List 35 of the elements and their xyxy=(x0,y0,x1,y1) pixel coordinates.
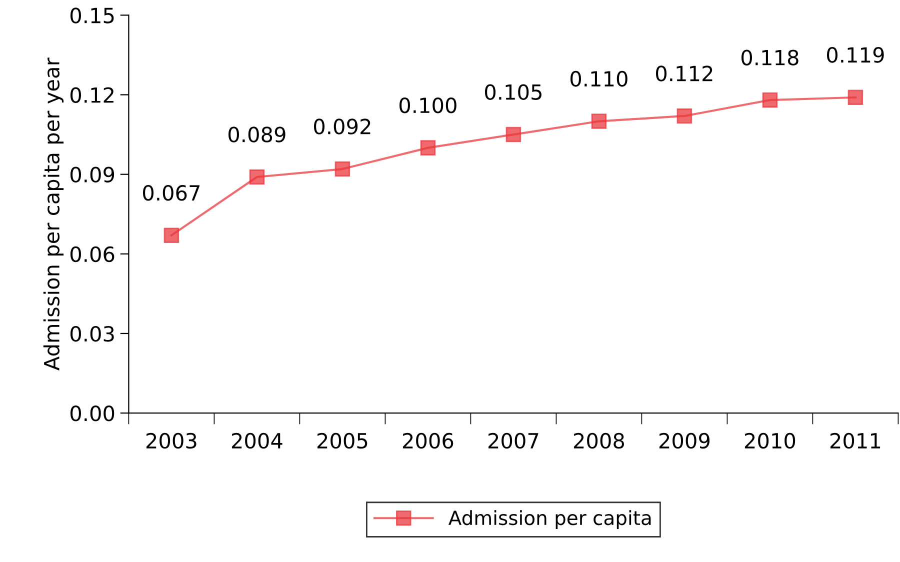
data-label: 0.105 xyxy=(485,84,542,100)
x-tick-label: 2011 xyxy=(830,432,880,449)
point xyxy=(676,108,692,124)
point xyxy=(164,228,180,243)
point xyxy=(762,92,778,108)
point xyxy=(249,169,265,185)
point xyxy=(334,161,350,177)
y-tick-label: 0.06 xyxy=(70,246,114,262)
data-label: 0.112 xyxy=(656,66,712,82)
x-tick-label: 2008 xyxy=(574,432,624,449)
data-label: 0.118 xyxy=(742,50,798,66)
x-tick-label: 2005 xyxy=(317,432,368,449)
point xyxy=(591,114,607,129)
y-tick-label: 0.03 xyxy=(70,326,114,342)
data-label: 0.110 xyxy=(570,70,628,87)
y-tick-label: 0.00 xyxy=(70,406,114,422)
point xyxy=(420,140,436,156)
x-tick-label: 2003 xyxy=(146,432,196,449)
data-label: 0.092 xyxy=(314,118,370,134)
data-label: 0.100 xyxy=(400,97,456,114)
x-tick-label: 2004 xyxy=(232,432,282,449)
x-tick-label: 2009 xyxy=(659,432,710,449)
y-tick-label: 0.09 xyxy=(70,166,114,183)
point xyxy=(506,126,522,142)
data-label: 0.119 xyxy=(827,47,884,63)
x-tick-label: 2007 xyxy=(488,432,538,449)
legend-label: Admission per capita xyxy=(448,510,651,529)
y-axis-title: Admission per capita per year xyxy=(43,58,64,370)
x-tick-label: 2006 xyxy=(402,432,454,449)
point xyxy=(848,90,864,106)
data-label: 0.089 xyxy=(228,126,286,142)
x-tick-label: 2010 xyxy=(744,432,796,449)
data-label: 0.067 xyxy=(143,184,200,201)
y-tick-label: 0.15 xyxy=(70,8,114,24)
y-tick-label: 0.12 xyxy=(70,87,114,103)
